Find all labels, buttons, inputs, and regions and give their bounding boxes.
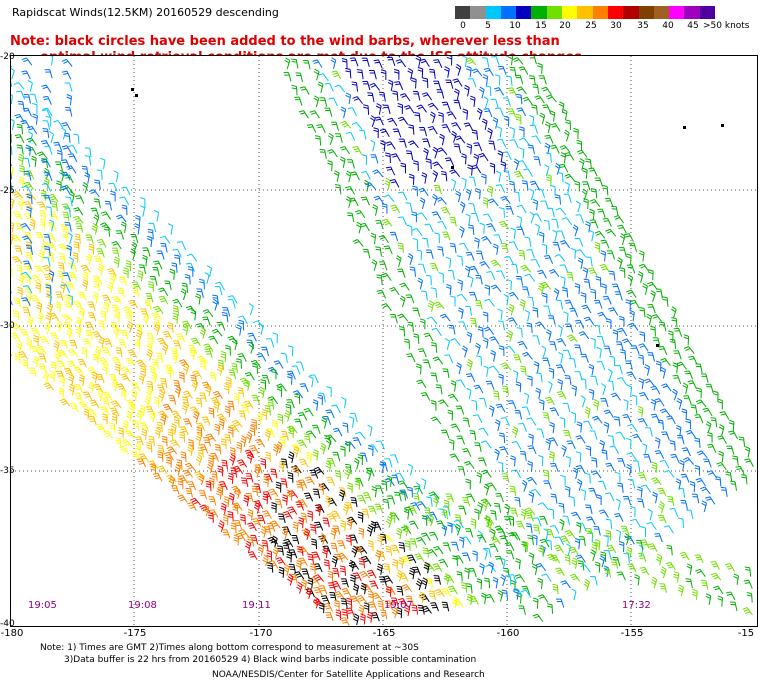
contamination-note-line1: Note: black circles have been added to t… <box>10 34 560 49</box>
island-marks <box>131 88 724 347</box>
legend-tick-label: 15 <box>535 21 547 31</box>
lat-label-35: -35 <box>0 466 15 476</box>
legend-tick-label: 40 <box>662 21 674 31</box>
lat-label-25: -25 <box>0 186 15 196</box>
wind-barb-map <box>10 55 758 627</box>
legend-swatch <box>623 6 640 19</box>
pass-time-5: 17:32 <box>622 600 651 611</box>
legend-swatch <box>669 6 685 19</box>
lon-label-155: -155 <box>620 628 644 639</box>
lon-label-175: -175 <box>123 628 147 639</box>
legend-swatch <box>607 6 624 19</box>
legend-tick-label: 35 <box>637 21 649 31</box>
legend-swatch <box>684 6 701 19</box>
legend-tick-label: 10 <box>509 21 521 31</box>
pass-time-4: 19:07 <box>384 600 413 611</box>
legend-swatch <box>546 6 563 19</box>
legend-swatch <box>485 6 502 19</box>
lat-label-20: -20 <box>0 52 15 62</box>
footer-note-2: 3)Data buffer is 22 hrs from 20160529 4)… <box>64 655 477 665</box>
legend-tick-label: 20 <box>559 21 571 31</box>
legend-swatch <box>455 6 471 19</box>
legend-swatch <box>516 6 532 19</box>
pass-time-3: 19:11 <box>242 600 271 611</box>
legend-swatch <box>531 6 548 19</box>
wind-barbs <box>11 56 754 626</box>
legend-swatch <box>577 6 594 19</box>
legend-tick-label: 45 <box>687 21 699 31</box>
legend-tick-label: >50 knots <box>703 21 750 31</box>
lon-label-165: -165 <box>372 628 396 639</box>
legend-tick-label: 30 <box>610 21 622 31</box>
lon-label-150: -15 <box>737 628 755 639</box>
map-title: Rapidscat Winds(12.5KM) 20160529 descend… <box>12 6 279 19</box>
footer-note-1: Note: 1) Times are GMT 2)Times along bot… <box>40 643 419 653</box>
legend-tick-label: 25 <box>585 21 597 31</box>
lat-label-40: -40 <box>0 619 15 629</box>
graticule <box>11 56 757 626</box>
legend-swatch <box>699 6 716 19</box>
legend-swatch <box>653 6 670 19</box>
legend-swatch <box>638 6 655 19</box>
lat-label-30: -30 <box>0 321 15 331</box>
lon-label-160: -160 <box>496 628 520 639</box>
pass-time-2: 19:08 <box>128 600 157 611</box>
legend-swatch <box>592 6 609 19</box>
lon-label-180: -180 <box>0 628 24 639</box>
legend-swatch <box>470 6 487 19</box>
legend-tick-label: 5 <box>485 21 491 31</box>
wind-barb-canvas <box>11 56 757 626</box>
pass-time-1: 19:05 <box>28 600 57 611</box>
legend-swatch <box>500 6 517 19</box>
legend-swatch <box>562 6 578 19</box>
footer-credit: NOAA/NESDIS/Center for Satellite Applica… <box>212 670 485 680</box>
legend-tick-label: 0 <box>460 21 466 31</box>
lon-label-170: -170 <box>249 628 273 639</box>
